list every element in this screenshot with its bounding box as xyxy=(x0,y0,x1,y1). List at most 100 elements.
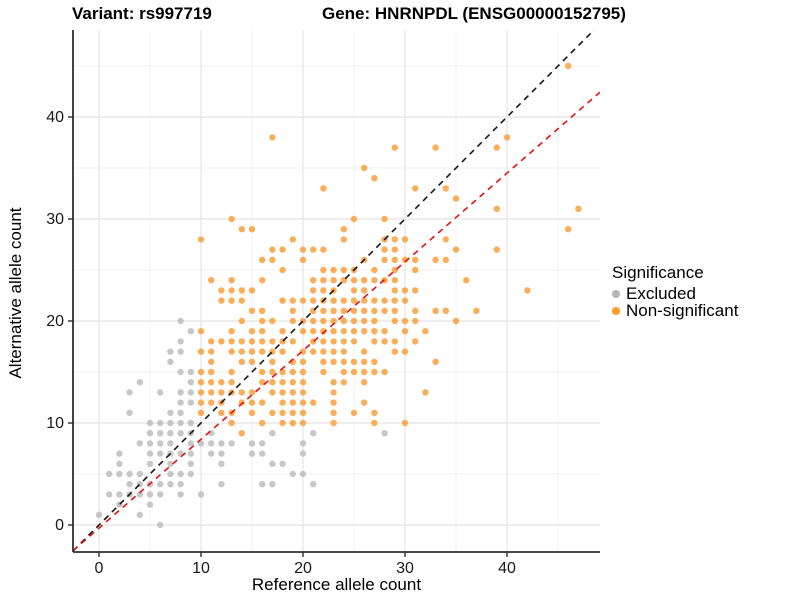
data-point xyxy=(177,430,184,437)
data-point xyxy=(442,307,449,314)
data-point xyxy=(95,511,103,518)
data-point xyxy=(269,317,276,325)
data-point xyxy=(330,419,337,427)
identity-line xyxy=(73,30,596,552)
data-point xyxy=(136,440,143,447)
data-point xyxy=(116,460,123,467)
data-point xyxy=(340,328,347,335)
data-point xyxy=(238,348,245,355)
data-point xyxy=(310,297,317,304)
data-point xyxy=(452,246,460,253)
data-point xyxy=(238,430,245,437)
data-point xyxy=(381,307,388,314)
data-point xyxy=(371,297,378,304)
data-point xyxy=(371,358,378,365)
data-point xyxy=(361,317,368,325)
data-point xyxy=(320,246,327,253)
data-point xyxy=(269,338,276,345)
data-point xyxy=(269,134,276,141)
data-point xyxy=(238,287,245,294)
data-point xyxy=(228,287,235,294)
data-point xyxy=(269,368,276,376)
data-point xyxy=(167,440,174,447)
data-point xyxy=(269,409,276,416)
y-tick-label: 30 xyxy=(46,211,64,228)
x-tick-label: 0 xyxy=(95,560,104,577)
data-point xyxy=(330,338,337,345)
data-point xyxy=(320,328,327,335)
data-point xyxy=(289,389,296,396)
excluded-dot-icon xyxy=(612,289,620,298)
data-point xyxy=(412,266,419,274)
data-point xyxy=(289,317,296,325)
data-point xyxy=(340,236,347,243)
data-point xyxy=(208,358,215,365)
data-point xyxy=(401,287,409,294)
data-point xyxy=(493,205,500,212)
data-point xyxy=(197,236,205,243)
data-point xyxy=(412,256,419,263)
data-point xyxy=(228,338,235,345)
data-point xyxy=(310,246,317,253)
data-point xyxy=(371,317,378,325)
data-point xyxy=(350,358,358,365)
data-point xyxy=(116,450,123,457)
data-point xyxy=(218,379,225,386)
data-point xyxy=(432,307,439,314)
data-point xyxy=(269,430,276,437)
data-point xyxy=(197,491,205,498)
data-point xyxy=(208,368,215,376)
data-point xyxy=(248,409,256,416)
data-point xyxy=(218,450,225,457)
data-point xyxy=(391,317,398,325)
data-point xyxy=(157,450,164,457)
data-point xyxy=(340,317,347,325)
data-point xyxy=(371,409,378,416)
plot-title-gene: Gene: HNRNPDL (ENSG00000152795) xyxy=(322,4,626,23)
data-point xyxy=(401,297,409,304)
data-point xyxy=(167,470,174,478)
data-point xyxy=(157,440,164,447)
data-point xyxy=(208,389,215,396)
data-point xyxy=(391,236,398,243)
data-point xyxy=(401,236,409,243)
data-point xyxy=(391,277,398,284)
data-point xyxy=(391,338,398,345)
data-point xyxy=(279,348,286,355)
data-point xyxy=(320,338,327,345)
data-point xyxy=(371,277,378,284)
data-point xyxy=(146,450,154,457)
data-point xyxy=(187,389,194,396)
data-point xyxy=(177,399,184,406)
data-point xyxy=(381,328,388,335)
data-point xyxy=(320,307,327,314)
data-point xyxy=(157,419,164,427)
data-point xyxy=(391,297,398,304)
data-point xyxy=(340,348,347,355)
data-point xyxy=(289,409,296,416)
data-point xyxy=(279,379,286,386)
data-point xyxy=(340,266,347,274)
data-point xyxy=(259,450,266,457)
data-point xyxy=(401,419,409,427)
data-point xyxy=(432,144,439,151)
data-point xyxy=(371,368,378,376)
data-point xyxy=(167,419,174,427)
data-point xyxy=(218,481,225,488)
data-point xyxy=(197,379,205,386)
data-point xyxy=(116,470,123,478)
data-point xyxy=(432,358,439,365)
data-point xyxy=(269,256,276,263)
data-point xyxy=(218,389,225,396)
data-point xyxy=(503,134,511,141)
data-point xyxy=(330,409,337,416)
data-point xyxy=(197,368,205,376)
data-point xyxy=(106,491,113,498)
data-point xyxy=(279,297,286,304)
data-point xyxy=(177,389,184,396)
data-point xyxy=(371,328,378,335)
data-point xyxy=(167,348,174,355)
data-point xyxy=(269,481,276,488)
data-point xyxy=(208,338,215,345)
